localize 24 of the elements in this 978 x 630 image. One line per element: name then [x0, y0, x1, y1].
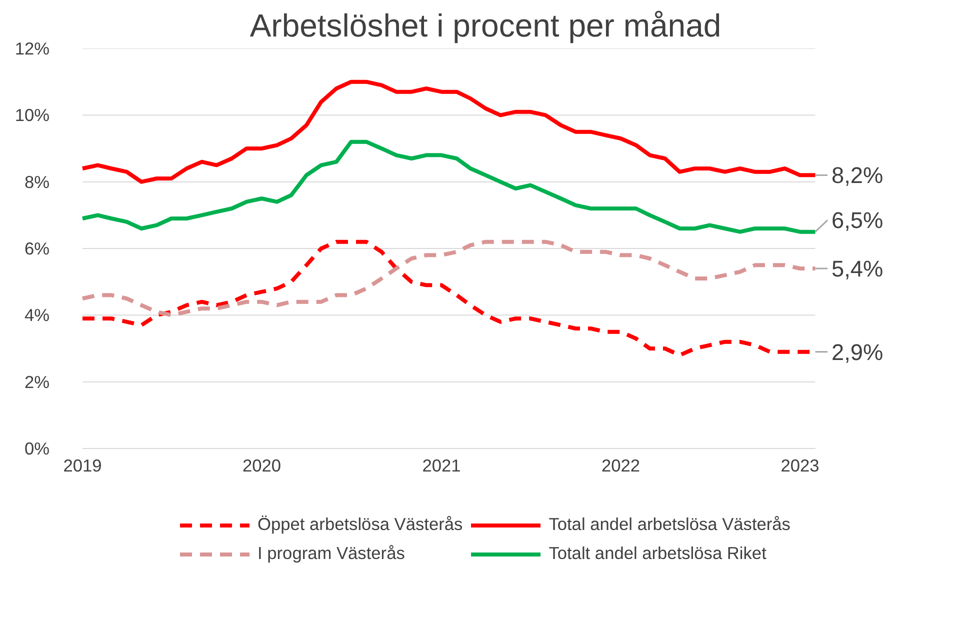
y-tick-label: 8%	[24, 172, 50, 192]
line-series	[80, 240, 818, 318]
y-tick-label: 10%	[14, 105, 50, 126]
x-tick-label: 2021	[422, 456, 461, 476]
y-tick-label: 12%	[14, 38, 50, 58]
x-tick-label: 2019	[63, 456, 102, 476]
legend-label: Total andel arbetslösa Västerås	[548, 514, 790, 535]
legend-label: Öppet arbetslösa Västerås	[258, 514, 463, 535]
x-tick-label: 2022	[601, 456, 640, 476]
legend-label: Totalt andel arbetslösa Riket	[548, 543, 766, 564]
x-tick-label: 2020	[242, 456, 282, 476]
legend-label: I program Västerås	[258, 543, 405, 564]
annotation: 2,9%	[832, 338, 884, 365]
y-tick-label: 2%	[24, 372, 50, 392]
annotation: 6,5%	[832, 207, 884, 234]
annotation: 5,4%	[832, 256, 884, 282]
annotation: 8,2%	[832, 162, 884, 188]
y-tick-label: 6%	[24, 238, 50, 258]
line-series	[80, 80, 818, 184]
line-series	[80, 140, 818, 234]
chart-title: Arbetslöshet i procent per månad	[250, 8, 722, 44]
y-tick-label: 4%	[24, 305, 50, 326]
x-tick-label: 2023	[780, 456, 820, 476]
y-tick-label: 0%	[24, 438, 50, 458]
